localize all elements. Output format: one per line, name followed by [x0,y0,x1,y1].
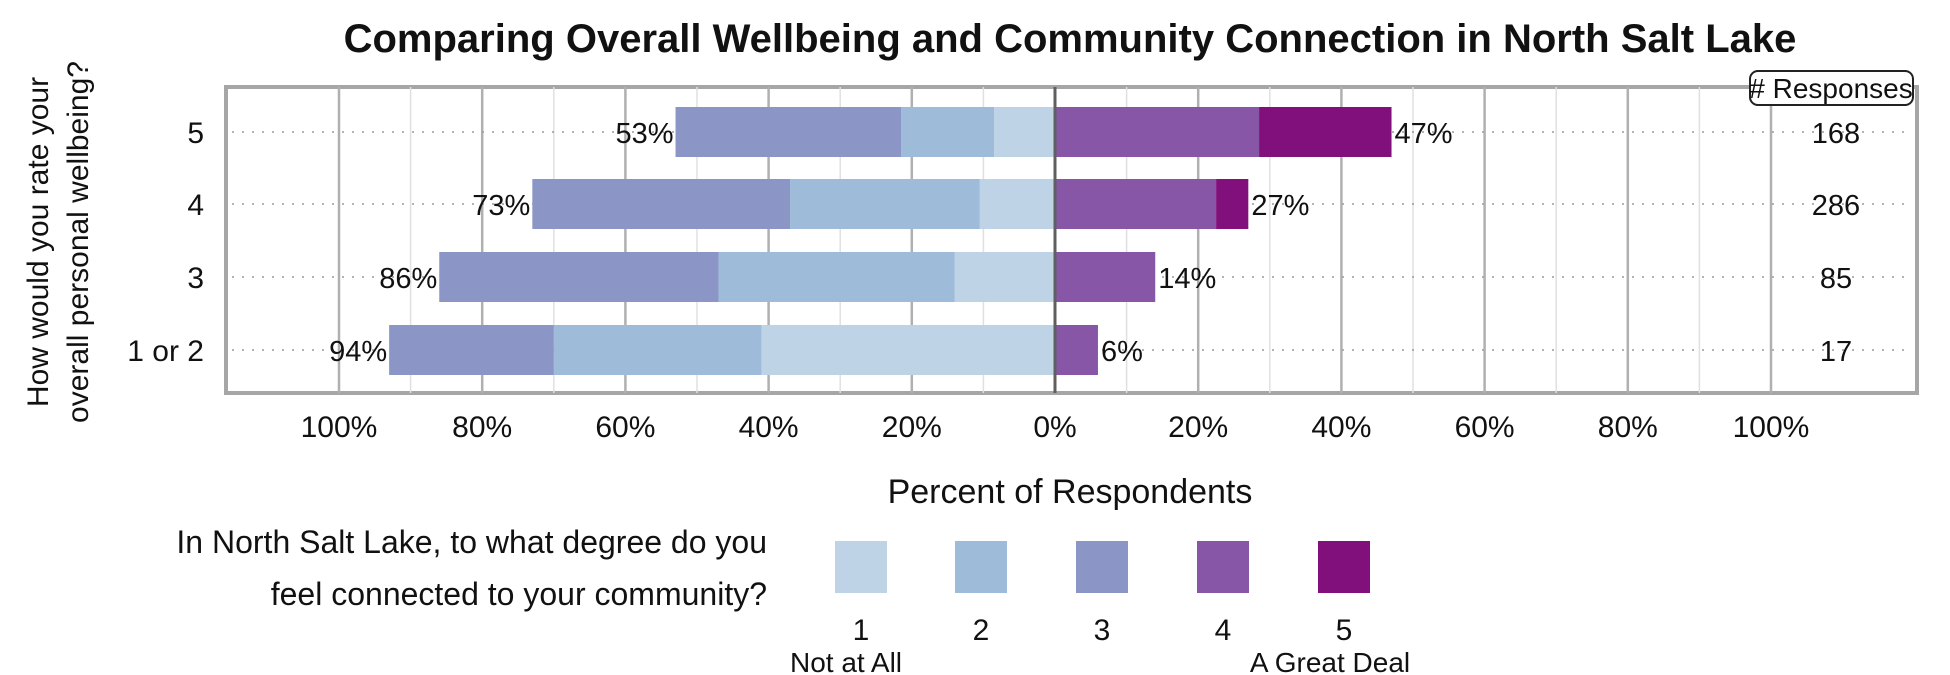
bar-segment-5 [1216,179,1249,229]
bar-segment-4 [1055,179,1217,229]
legend-title-line1: In North Salt Lake, to what degree do yo… [176,524,767,560]
legend-label-2: 2 [973,614,990,647]
right-total-label: 14% [1158,263,1216,295]
category-label: 5 [187,117,204,150]
legend: In North Salt Lake, to what degree do yo… [176,524,1410,675]
right-total-label: 27% [1251,190,1309,222]
legend-high-anchor: A Great Deal [1250,647,1410,675]
legend-label-1: 1 [853,614,870,647]
bar-segment-2 [901,107,995,157]
legend-swatch-5 [1318,541,1370,593]
bar-segment-1 [979,179,1055,229]
category-label: 4 [187,189,204,222]
left-total-label: 73% [472,190,530,222]
responses-header: # Responses [1749,73,1912,104]
plot-frame [224,85,1919,395]
bar-segment-2 [718,252,955,302]
legend-swatch-1 [835,541,887,593]
legend-title-line2: feel connected to your community? [271,576,767,612]
legend-swatch-3 [1076,541,1128,593]
x-tick-label: 80% [452,411,512,444]
x-tick-label: 20% [1168,411,1228,444]
legend-label-5: 5 [1336,614,1353,647]
y-axis-title-line2: overall personal wellbeing? [62,61,95,423]
bar-segment-3 [389,325,554,375]
x-tick-label: 100% [301,411,378,444]
y-axis-title-line1: How would you rate your [22,77,55,407]
x-tick-label: 40% [739,411,799,444]
category-label: 3 [187,262,204,295]
bar-segment-1 [761,325,1055,375]
responses-value: 85 [1820,263,1852,295]
bar-segment-4 [1055,107,1260,157]
x-tick-label: 20% [882,411,942,444]
x-axis-title: Percent of Respondents [888,473,1253,511]
legend-label-4: 4 [1215,614,1232,647]
left-total-label: 53% [615,118,673,150]
legend-label-3: 3 [1094,614,1111,647]
responses-header-box [1749,70,1914,106]
bar-segment-4 [1055,325,1098,375]
right-total-label: 6% [1101,336,1143,368]
bar-segment-2 [790,179,980,229]
bar-segment-3 [675,107,902,157]
x-tick-label: 60% [595,411,655,444]
x-tick-label: 40% [1311,411,1371,444]
responses-value: 168 [1812,118,1860,150]
bar-segment-4 [1055,252,1156,302]
bar-segment-3 [532,179,791,229]
responses-value: 17 [1820,336,1852,368]
left-total-label: 94% [329,336,387,368]
bar-segment-2 [553,325,762,375]
responses-value: 286 [1812,190,1860,222]
legend-swatch-4 [1197,541,1249,593]
bar-segment-5 [1259,107,1392,157]
bar-segment-1 [954,252,1055,302]
legend-low-anchor: Not at All [790,647,902,675]
x-tick-label: 80% [1598,411,1658,444]
chart-title: Comparing Overall Wellbeing and Communit… [344,17,1797,61]
x-tick-label: 60% [1455,411,1515,444]
right-total-label: 47% [1395,118,1453,150]
legend-swatch-2 [955,541,1007,593]
category-label: 1 or 2 [127,335,204,368]
bar-segment-3 [439,252,719,302]
x-tick-label: 0% [1033,411,1076,444]
bar-segment-1 [994,107,1055,157]
x-tick-label: 100% [1733,411,1810,444]
plot-area: 5 4 3 1 or 2 53% 47% 73% 27% 86% 14% 94% 6% # Respon… [127,70,1919,444]
left-total-label: 86% [379,263,437,295]
